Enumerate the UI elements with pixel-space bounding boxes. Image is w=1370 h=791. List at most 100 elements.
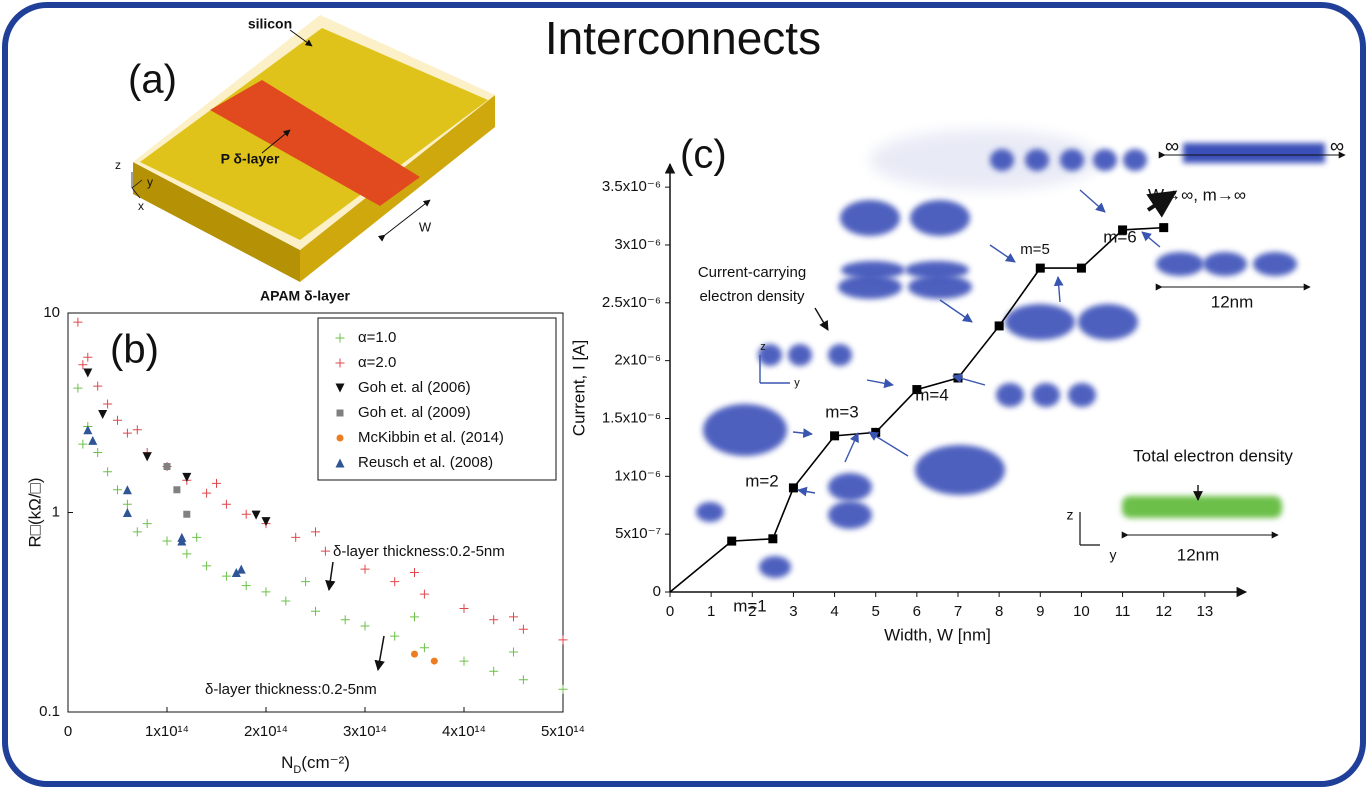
- x-axis-label: Width, W [nm]: [884, 625, 991, 644]
- diagram-label: y: [147, 175, 153, 189]
- data-point: [789, 483, 798, 492]
- diagram-label: APAM δ-layer: [260, 288, 350, 304]
- legend-label: α=1.0: [358, 329, 396, 346]
- panel-label: (c): [680, 133, 727, 177]
- density-blob: [841, 261, 905, 279]
- diagram-label: P δ-layer: [221, 151, 280, 167]
- x-axis-label-part: (cm⁻²): [301, 753, 350, 772]
- x-tick-label: 13: [1197, 603, 1214, 620]
- density-blob: [1253, 252, 1297, 276]
- y-tick-label: 10: [43, 304, 60, 321]
- data-point: [431, 658, 438, 665]
- density-blob: [828, 501, 872, 529]
- x-tick-label: 4x10¹⁴: [442, 723, 486, 740]
- annotation: m=2: [745, 471, 779, 490]
- data-point: [411, 651, 418, 658]
- annotation: z: [1067, 507, 1074, 523]
- x-tick-label: 2x10¹⁴: [244, 723, 288, 740]
- annotation: δ-layer thickness:0.2-5nm: [333, 543, 505, 560]
- annotation: z: [760, 341, 766, 353]
- density-blob: [828, 344, 852, 366]
- data-point: [830, 431, 839, 440]
- annotation: Current-carrying: [698, 264, 806, 281]
- annotation: 12nm: [1211, 292, 1254, 311]
- diagram-label: W: [419, 219, 432, 234]
- density-blob: [1068, 383, 1096, 407]
- legend-marker: [337, 410, 344, 417]
- y-tick-label: 2x10⁻⁶: [614, 352, 661, 369]
- x-axis-label-part: N: [281, 753, 293, 772]
- density-blob: [840, 200, 900, 236]
- density-blob: [703, 404, 787, 456]
- density-blob: [1032, 383, 1060, 407]
- density-bar-green: [1122, 496, 1282, 518]
- x-tick-label: 10: [1073, 603, 1090, 620]
- data-point: [1159, 223, 1168, 232]
- annotation: m=5: [1020, 241, 1050, 258]
- data-point: [183, 511, 190, 518]
- y-axis-label: R□(kΩ/□): [25, 477, 44, 547]
- density-blob: [905, 261, 969, 279]
- x-tick-label: 6: [913, 603, 921, 620]
- density-blob: [990, 149, 1014, 171]
- x-tick-label: 9: [1036, 603, 1044, 620]
- diagram-label: silicon: [248, 16, 292, 32]
- annotation: δ-layer thickness:0.2-5nm: [205, 681, 377, 698]
- data-point: [1036, 264, 1045, 273]
- annotation: m=1: [733, 596, 767, 615]
- annotation: y: [794, 377, 800, 389]
- annotation: electron density: [699, 288, 805, 305]
- panel-label: (a): [128, 58, 177, 102]
- legend-label: Reusch et al. (2008): [358, 454, 493, 471]
- legend-marker: [337, 435, 344, 442]
- x-tick-label: 8: [995, 603, 1003, 620]
- legend-label: Goh et. al (2009): [358, 404, 471, 421]
- legend-label: McKibbin et al. (2014): [358, 429, 504, 446]
- y-tick-label: 0.1: [39, 703, 60, 720]
- figure: Interconnects (a) silicon P δ-layer APAM δ…: [0, 0, 1370, 791]
- annotation: m=4: [915, 385, 949, 404]
- density-blob: [759, 556, 791, 578]
- annotation: 12nm: [1177, 545, 1220, 564]
- diagram-label: x: [138, 199, 144, 213]
- x-tick-label: 7: [954, 603, 962, 620]
- x-tick-label: 1: [707, 603, 715, 620]
- density-blob: [910, 200, 970, 236]
- y-tick-label: 5x10⁻⁷: [615, 525, 661, 542]
- y-tick-label: 1: [52, 503, 60, 520]
- annotation: ∞: [1165, 135, 1179, 157]
- x-tick-label: 3x10¹⁴: [343, 723, 387, 740]
- x-tick-label: 11: [1115, 603, 1131, 620]
- density-bar: [1183, 143, 1325, 163]
- data-point: [768, 534, 777, 543]
- density-blob: [788, 344, 812, 366]
- density-blob: [1005, 304, 1075, 340]
- x-tick-label: 12: [1155, 603, 1172, 620]
- x-tick-label: 1x10¹⁴: [145, 723, 189, 740]
- diagram-label: z: [115, 158, 121, 172]
- x-tick-label: 0: [666, 603, 674, 620]
- density-blob: [1093, 149, 1117, 171]
- y-tick-label: 1.5x10⁻⁶: [602, 409, 661, 426]
- y-tick-label: 3.5x10⁻⁶: [602, 178, 661, 195]
- x-tick-label: 4: [830, 603, 838, 620]
- data-point: [164, 463, 171, 470]
- y-tick-label: 2.5x10⁻⁶: [602, 294, 661, 311]
- y-tick-label: 0: [653, 583, 661, 600]
- annotation: Total electron density: [1133, 446, 1293, 465]
- panel-label: (b): [110, 328, 159, 372]
- annotation: y: [1110, 547, 1117, 563]
- data-point: [173, 486, 180, 493]
- density-blob: [1060, 149, 1084, 171]
- density-blob: [1203, 252, 1247, 276]
- density-blob: [1123, 149, 1147, 171]
- density-blob: [1025, 149, 1049, 171]
- y-tick-label: 1x10⁻⁶: [614, 467, 661, 484]
- x-tick-label: 3: [789, 603, 797, 620]
- legend-label: α=2.0: [358, 354, 396, 371]
- x-tick-label: 5: [872, 603, 880, 620]
- annotation: m=6: [1103, 227, 1137, 246]
- page-title: Interconnects: [545, 12, 821, 64]
- density-blob: [915, 445, 1005, 495]
- x-axis-label-part: D: [293, 764, 301, 776]
